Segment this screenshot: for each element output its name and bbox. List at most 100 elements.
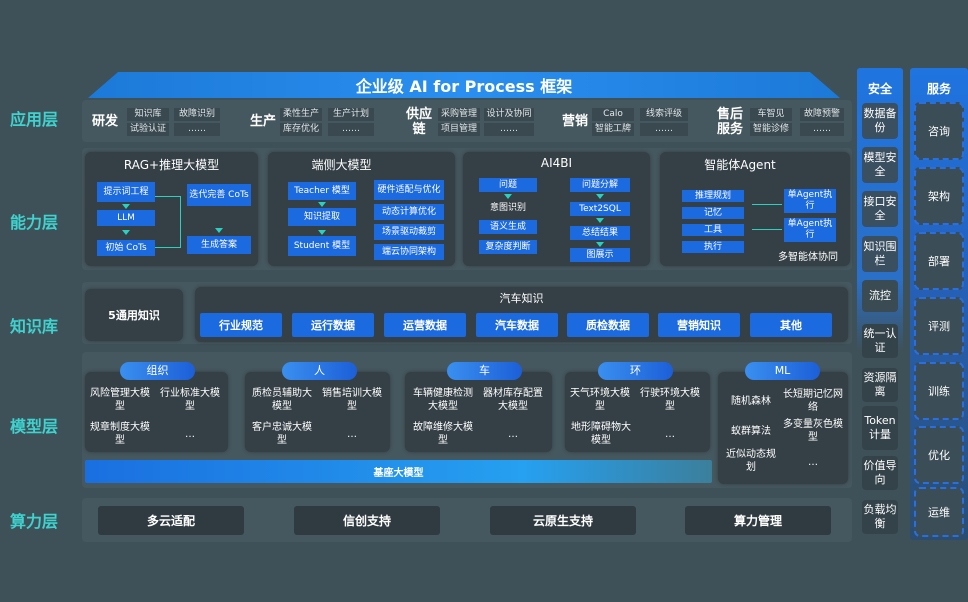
knowledge-item[interactable]: 其他 [750,313,832,337]
auto-knowledge-title: 汽车知识 [499,292,544,305]
app-item[interactable]: 车智见 [750,108,792,121]
ai4bi-step: 问题 [479,178,537,192]
knowledge-item[interactable]: 运营数据 [384,313,466,337]
agent-title: 智能体Agent [704,158,776,172]
model-item: 销售培训大模型 [322,388,382,412]
base-model-bar: 基座大模型 [85,460,712,483]
model-group-pill: 车 [447,362,522,380]
security-item: 知识围栏 [862,236,898,272]
arrow-down-icon [596,218,604,223]
model-item: 蚁群算法 [731,426,771,437]
model-group-pill: 组织 [120,362,195,380]
app-item[interactable]: …… [328,123,374,136]
edge-step: 知识提取 [288,208,356,226]
agent-module: 工具 [682,224,744,236]
ai4bi-intent: 意图识别 [489,203,526,213]
model-item: … [665,429,675,440]
arrow-down-icon [596,194,604,199]
model-item: 行驶环境大模型 [640,388,700,412]
rag-title: RAG+推理大模型 [123,158,220,172]
app-item[interactable]: …… [174,123,220,136]
edge-step: Student 模型 [288,236,356,256]
service-title: 服务 [926,82,951,96]
rag-step: 迭代完善 CoTs [187,184,251,206]
edge-feature: 端云协同架构 [374,244,444,260]
app-item[interactable]: 知识库 [127,108,169,121]
knowledge-item[interactable]: 营销知识 [658,313,740,337]
app-item[interactable]: 故障识别 [174,108,220,121]
app-item[interactable]: …… [484,123,534,136]
ai4bi-step: 图展示 [570,248,630,262]
service-item[interactable]: 训练 [914,362,964,420]
security-item: 负载均衡 [862,500,898,534]
knowledge-item[interactable]: 汽车数据 [476,313,558,337]
edge-title: 端侧大模型 [311,158,372,172]
layer-label-knowledge: 知识库 [10,317,59,336]
ai4bi-step: 复杂度判断 [479,240,537,254]
ai4bi-title: AI4BI [540,156,573,170]
model-group-panel [405,372,552,452]
security-item: 模型安全 [862,147,898,183]
app-group-production: 生产 [250,114,277,129]
app-item[interactable]: 采购管理 [438,108,480,121]
service-item[interactable]: 咨询 [914,102,964,160]
app-group-supply-chain: 供应链 [405,107,432,137]
model-item: … [508,429,518,440]
rag-step: LLM [97,210,155,226]
model-item: 故障维修大模型 [413,422,473,446]
knowledge-item[interactable]: 质检数据 [567,313,649,337]
app-item[interactable]: 柔性生产 [280,108,322,121]
multi-agent-label: 多智能体协同 [778,252,838,263]
service-item[interactable]: 架构 [914,167,964,225]
model-group-panel [85,372,228,452]
model-group-panel [245,372,390,452]
service-item[interactable]: 评测 [914,297,964,355]
ai4bi-step: Text2SQL [570,202,630,216]
rag-step: 生成答案 [187,236,251,254]
connector-line [155,196,181,248]
app-item[interactable]: 生产计划 [328,108,374,121]
edge-feature: 动态计算优化 [374,204,444,220]
model-item: 车辆健康检测大模型 [413,388,473,412]
arrow-down-icon [122,230,130,235]
model-item: 长短期记忆网络 [783,389,843,413]
rag-panel: RAG+推理大模型 提示词工程 LLM 初始 CoTs 迭代完善 CoTs 生成… [85,152,258,266]
rag-step: 提示词工程 [97,182,155,202]
single-agent-box: 单Agent执行 [784,189,836,213]
service-item[interactable]: 运维 [914,487,964,537]
ai4bi-step: 总结结果 [570,226,630,240]
model-item: 风险管理大模型 [90,388,150,412]
ai4bi-panel: AI4BI 问题 意图识别 语义生成 复杂度判断 问题分解 Text2SQL 总… [463,152,650,266]
ai4bi-step: 问题分解 [570,178,630,192]
arrow-down-icon [318,230,326,235]
compute-item: 云原生支持 [490,506,636,535]
service-item[interactable]: 优化 [914,426,964,484]
app-item[interactable]: 项目管理 [438,123,480,136]
app-item[interactable]: …… [800,123,844,136]
app-item[interactable]: 智能诊修 [750,123,792,136]
model-group-pill: 人 [282,362,357,380]
app-item[interactable]: 智能工牌 [592,123,634,136]
app-item[interactable]: 设计及协同 [484,108,534,121]
app-item[interactable]: 线索评级 [640,108,688,121]
security-title: 安全 [867,82,892,96]
security-item: 流控 [862,280,898,312]
knowledge-item[interactable]: 行业规范 [200,313,282,337]
compute-item: 多云适配 [98,506,244,535]
security-item: 价值导向 [862,456,898,490]
model-item: 地形障碍物大模型 [571,422,631,446]
model-group-pill: 环 [598,362,673,380]
security-item: 数据备份 [862,103,898,139]
app-item[interactable]: …… [640,123,688,136]
app-item[interactable]: Calo [592,108,634,121]
agent-module: 推理规划 [682,190,744,202]
model-item: 随机森林 [731,396,771,407]
knowledge-item[interactable]: 运行数据 [292,313,374,337]
service-item[interactable]: 部署 [914,232,964,290]
app-item[interactable]: 试验认证 [127,123,169,136]
security-item: 接口安全 [862,191,898,227]
app-item[interactable]: 故障预警 [800,108,844,121]
single-agent-box: 单Agent执行 [784,218,836,242]
app-item[interactable]: 库存优化 [280,123,322,136]
model-item: … [185,429,195,440]
